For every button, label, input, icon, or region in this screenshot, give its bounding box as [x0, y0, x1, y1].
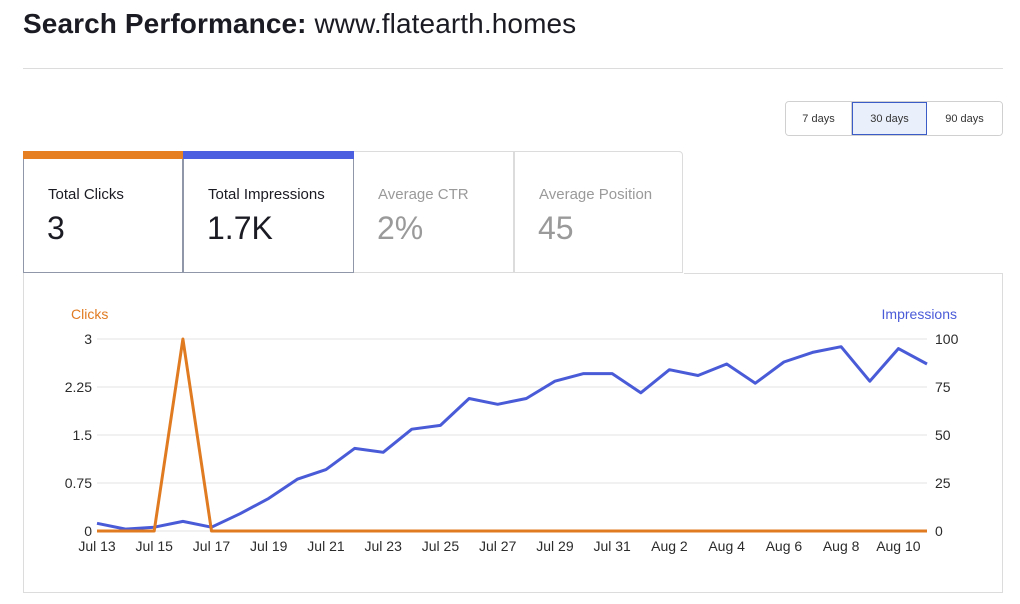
y-left-tick-label: 0	[84, 523, 92, 539]
metric-value: 2%	[377, 210, 424, 246]
x-tick-label: Aug 6	[766, 538, 803, 554]
x-tick-label: Aug 4	[708, 538, 745, 554]
page-title: Search Performance: www.flatearth.homes	[23, 8, 576, 40]
y-right-tick-label: 100	[935, 331, 959, 347]
x-tick-label: Jul 13	[78, 538, 116, 554]
x-tick-label: Jul 19	[250, 538, 288, 554]
y-left-tick-label: 1.5	[73, 427, 93, 443]
x-tick-label: Aug 2	[651, 538, 688, 554]
x-tick-label: Jul 27	[479, 538, 517, 554]
clicks-series-line	[97, 337, 927, 533]
page-title-label: Search Performance:	[23, 8, 307, 39]
range-7-days-button[interactable]: 7 days	[786, 102, 852, 135]
x-tick-label: Jul 31	[593, 538, 631, 554]
x-tick-label: Aug 10	[876, 538, 921, 554]
y-right-tick-label: 75	[935, 379, 951, 395]
range-30-days-button[interactable]: 30 days	[852, 102, 927, 135]
y-left-tick-label: 0.75	[65, 475, 92, 491]
metric-card-total-clicks[interactable]: Total Clicks 3	[23, 151, 183, 273]
x-tick-label: Jul 25	[422, 538, 460, 554]
metric-value: 45	[538, 210, 574, 246]
x-tick-label: Jul 15	[136, 538, 174, 554]
x-tick-label: Jul 29	[536, 538, 574, 554]
metric-label: Total Impressions	[208, 186, 325, 203]
date-range-selector: 7 days 30 days 90 days	[785, 101, 1003, 136]
metric-color-bar	[183, 151, 354, 159]
metric-card-average-ctr[interactable]: Average CTR 2%	[354, 151, 514, 273]
impressions-series-line	[96, 345, 928, 531]
x-tick-label: Jul 17	[193, 538, 231, 554]
site-url: www.flatearth.homes	[314, 8, 577, 39]
metric-value: 3	[47, 210, 65, 246]
y-right-tick-label: 25	[935, 475, 951, 491]
metric-card-total-impressions[interactable]: Total Impressions 1.7K	[183, 151, 354, 273]
header-divider	[23, 68, 1003, 69]
x-tick-label: Jul 21	[307, 538, 345, 554]
performance-chart: Clicks Impressions 0 0.75 1.5 2.25 3 0 25 50 75 1…	[65, 306, 959, 554]
x-tick-label: Jul 23	[365, 538, 403, 554]
impressions-axis-title: Impressions	[882, 306, 957, 322]
y-left-tick-label: 3	[84, 331, 92, 347]
metric-label: Total Clicks	[48, 186, 124, 203]
metric-color-bar	[23, 151, 183, 159]
y-left-tick-label: 2.25	[65, 379, 92, 395]
y-right-tick-label: 0	[935, 523, 943, 539]
y-right-tick-label: 50	[935, 427, 951, 443]
metric-label: Average Position	[539, 186, 653, 203]
performance-chart-panel: Clicks Impressions 0 0.75 1.5 2.25 3 0 25 50 75 1…	[23, 273, 1003, 593]
x-tick-label: Aug 8	[823, 538, 860, 554]
clicks-axis-title: Clicks	[71, 306, 108, 322]
range-90-days-button[interactable]: 90 days	[927, 102, 1002, 135]
metric-label: Average CTR	[378, 186, 469, 203]
metric-value: 1.7K	[207, 210, 273, 246]
metric-card-average-position[interactable]: Average Position 45	[514, 151, 683, 273]
